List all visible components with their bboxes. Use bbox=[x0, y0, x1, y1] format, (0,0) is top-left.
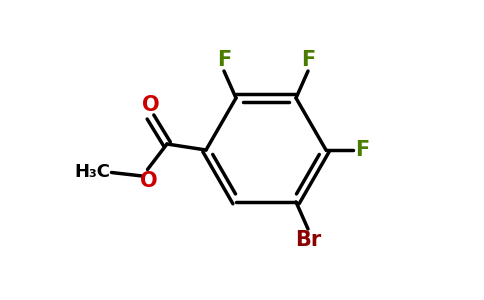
Text: F: F bbox=[301, 50, 315, 70]
Text: Br: Br bbox=[295, 230, 321, 250]
Text: F: F bbox=[217, 50, 231, 70]
Text: F: F bbox=[355, 140, 370, 160]
Text: O: O bbox=[139, 171, 157, 191]
Text: H₃C: H₃C bbox=[74, 163, 110, 181]
Text: O: O bbox=[142, 94, 159, 115]
